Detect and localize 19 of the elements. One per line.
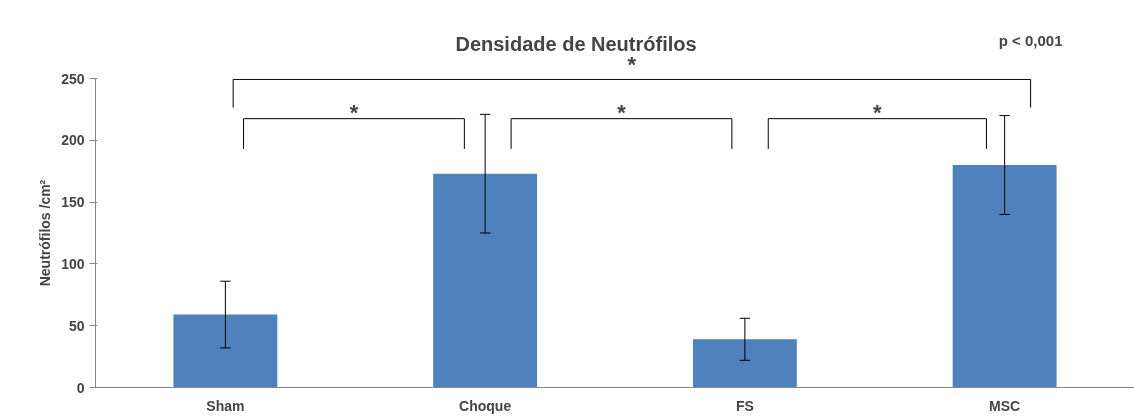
x-tick-label: Choque (459, 397, 512, 414)
bar (952, 165, 1057, 388)
annotation: * (617, 99, 627, 125)
y-tick-label: 150 (61, 194, 85, 211)
y-axis-title: Neutrófilos /cm² (37, 179, 54, 287)
bar (173, 314, 278, 388)
y-tick-label: 200 (61, 132, 85, 149)
bar (692, 339, 797, 388)
annotation: * (349, 99, 359, 125)
x-tick-label: Sham (206, 397, 245, 414)
x-tick-label: FS (735, 397, 754, 414)
annotation: * (873, 99, 883, 125)
text: p < 0,001 (998, 32, 1063, 49)
y-tick-label: 100 (61, 255, 85, 272)
y-tick-label: 50 (68, 317, 85, 334)
y-tick-label: 250 (61, 70, 85, 87)
y-tick-label: 0 (76, 379, 85, 396)
bar (433, 173, 538, 388)
x-tick-label: MSC (989, 397, 1021, 414)
